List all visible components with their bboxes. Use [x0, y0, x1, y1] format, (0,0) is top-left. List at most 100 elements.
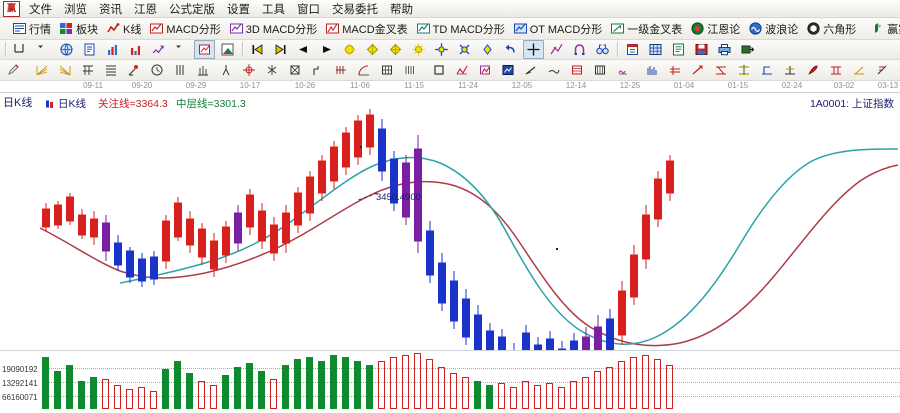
chart-area[interactable]: 09-11 09-20 09-29 10-17 10-26 11-06 11-1… [0, 81, 900, 413]
framed-chart-tool[interactable] [498, 61, 519, 80]
sector-button[interactable]: 板块 [56, 19, 101, 38]
undo-button[interactable] [500, 40, 521, 59]
menu-browse[interactable]: 浏览 [64, 3, 87, 16]
wave-theory-button[interactable]: 波浪论 [745, 19, 801, 38]
trend-dropdown-button[interactable] [171, 40, 192, 59]
menu-settings[interactable]: 设置 [227, 3, 250, 16]
pitchfork-tool[interactable] [193, 61, 214, 80]
scribble-tool[interactable] [613, 61, 634, 80]
pen-tool[interactable] [3, 61, 24, 80]
compass-tool[interactable] [216, 61, 237, 80]
magnet-button[interactable] [569, 40, 590, 59]
report-button[interactable] [79, 40, 100, 59]
zigzag-tool[interactable] [452, 61, 473, 80]
channel-tool[interactable] [331, 61, 352, 80]
level3-tool[interactable] [757, 61, 778, 80]
zoom-7-button[interactable] [477, 40, 498, 59]
gann-fan2-tool[interactable] [55, 61, 76, 80]
time-axis-tick: 11-06 [350, 81, 370, 90]
wave-tool[interactable] [665, 61, 686, 80]
square-cross-tool[interactable] [285, 61, 306, 80]
zoom-half-icon [365, 42, 380, 57]
market-overview-button[interactable] [56, 40, 77, 59]
hexagon-button[interactable]: 六角形 [803, 19, 859, 38]
target-tool[interactable] [239, 61, 260, 80]
level2-tool[interactable] [734, 61, 755, 80]
flag-chart-button[interactable] [217, 40, 238, 59]
arc-tool[interactable] [354, 61, 375, 80]
winner-service-button[interactable]: 赢家服务 [867, 19, 900, 38]
menu-file[interactable]: 文件 [29, 3, 52, 16]
first-page-button[interactable] [247, 40, 268, 59]
gann-box-tool[interactable] [101, 61, 122, 80]
fline-tool[interactable] [872, 61, 893, 80]
box-zigzag-tool[interactable] [475, 61, 496, 80]
price-pane[interactable]: 日K线 日K线 关注线=3364.3 中层线=3301.3 1A0001: 上证… [0, 93, 900, 350]
volume-pane[interactable]: 3254.1799 19090192 13292141 66160071 [0, 350, 900, 413]
draw-line-button[interactable] [546, 40, 567, 59]
fibonacci-tool[interactable] [567, 61, 588, 80]
downslope-tool[interactable] [895, 61, 900, 80]
trend-button[interactable] [148, 40, 169, 59]
bar-chart-red-button[interactable] [125, 40, 146, 59]
macd-fractal-button[interactable]: MACD分形 [146, 19, 223, 38]
zoom-1-button[interactable] [339, 40, 360, 59]
save-button[interactable] [691, 40, 712, 59]
zoom-6-button[interactable] [454, 40, 475, 59]
zoom-3-button[interactable] [385, 40, 406, 59]
menu-window[interactable]: 窗口 [297, 3, 320, 16]
binoculars-button[interactable] [592, 40, 613, 59]
print-button[interactable] [714, 40, 735, 59]
slope-tool[interactable] [521, 61, 542, 80]
level-tool[interactable] [711, 61, 732, 80]
macd-cross-table-button[interactable]: MACD金叉表 [322, 19, 410, 38]
scroll-right-button[interactable] [316, 40, 337, 59]
data-table-button[interactable] [645, 40, 666, 59]
parallel-lines-tool[interactable] [170, 61, 191, 80]
export-button[interactable] [737, 40, 758, 59]
zoom-5-button[interactable] [431, 40, 452, 59]
step-line-tool[interactable] [308, 61, 329, 80]
td-macd-fractal-button[interactable]: TD MACD分形 [413, 19, 508, 38]
hline-tool[interactable] [429, 61, 450, 80]
candlestick-button[interactable]: K线 [103, 19, 144, 38]
scroll-left-button[interactable] [293, 40, 314, 59]
ladder-tool[interactable] [590, 61, 611, 80]
menu-formula[interactable]: 公式定版 [169, 3, 215, 16]
window-layout-button[interactable] [10, 40, 31, 59]
balance-tool[interactable] [780, 61, 801, 80]
menu-gann[interactable]: 江恩 [134, 3, 157, 16]
gann-fan-tool[interactable] [32, 61, 53, 80]
last-page-button[interactable] [270, 40, 291, 59]
zoom-2-button[interactable] [362, 40, 383, 59]
rocket-tool[interactable] [803, 61, 824, 80]
bar-chart-button[interactable] [102, 40, 123, 59]
menu-tools[interactable]: 工具 [262, 3, 285, 16]
layout-dropdown-button[interactable] [33, 40, 54, 59]
cluster-tool[interactable] [642, 61, 663, 80]
gann-grid-tool[interactable] [78, 61, 99, 80]
macd3d-fractal-button[interactable]: 3D MACD分形 [226, 19, 321, 38]
gann-theory-button[interactable]: 江恩论 [687, 19, 743, 38]
upslope-tool[interactable] [849, 61, 870, 80]
table-icon [648, 42, 663, 57]
grid-tool[interactable] [377, 61, 398, 80]
crosshair-button[interactable] [523, 40, 544, 59]
gann-wheel-tool[interactable] [124, 61, 145, 80]
flight-tool[interactable] [688, 61, 709, 80]
ot-macd-fractal-button[interactable]: OT MACD分形 [510, 19, 606, 38]
menu-news[interactable]: 资讯 [99, 3, 122, 16]
zoom-4-button[interactable] [408, 40, 429, 59]
grid2-tool[interactable] [400, 61, 421, 80]
menu-help[interactable]: 帮助 [390, 3, 413, 16]
first-cross-table-button[interactable]: 一级金叉表 [607, 19, 685, 38]
time-cycle-tool[interactable] [147, 61, 168, 80]
slope2-tool[interactable] [544, 61, 565, 80]
quotes-button[interactable]: 行情 [9, 19, 54, 38]
asterisk-tool[interactable] [262, 61, 283, 80]
menu-trade-order[interactable]: 交易委托 [332, 3, 378, 16]
list-button[interactable] [668, 40, 689, 59]
pillar-tool[interactable] [826, 61, 847, 80]
frame-button[interactable] [194, 40, 215, 59]
calendar-button[interactable] [622, 40, 643, 59]
